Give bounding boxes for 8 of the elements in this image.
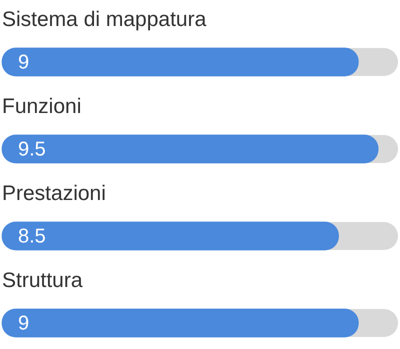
data-label: 9 [18,312,30,335]
data-label: 8.5 [18,226,46,248]
y-tick-label: Struttura [2,269,83,292]
y-tick-label: Prestazioni [2,182,106,205]
y-tick-label: Sistema di mappatura [2,8,207,31]
data-label: 9 [18,52,30,74]
y-tick-label: Funzioni [2,95,82,118]
data-label: 9.5 [18,138,46,161]
